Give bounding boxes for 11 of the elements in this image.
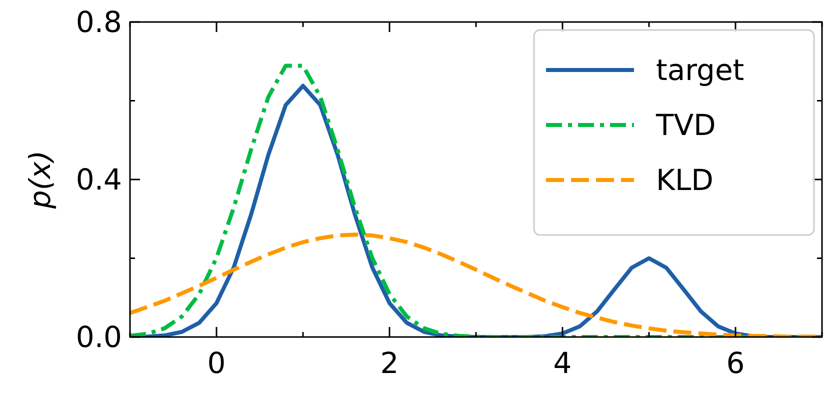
x-tick-label: 4 — [553, 346, 572, 380]
legend-label: KLD — [656, 163, 714, 197]
y-tick-label: 0.0 — [76, 320, 122, 354]
x-tick-label: 2 — [380, 346, 399, 380]
legend-label: TVD — [655, 108, 716, 142]
x-tick-label: 0 — [207, 346, 226, 380]
x-tick-label: 6 — [726, 346, 745, 380]
y-tick-label: 0.8 — [76, 5, 122, 39]
y-tick-label: 0.4 — [76, 162, 122, 196]
y-axis-title: p(x) — [23, 150, 57, 210]
legend-label: target — [656, 53, 744, 87]
